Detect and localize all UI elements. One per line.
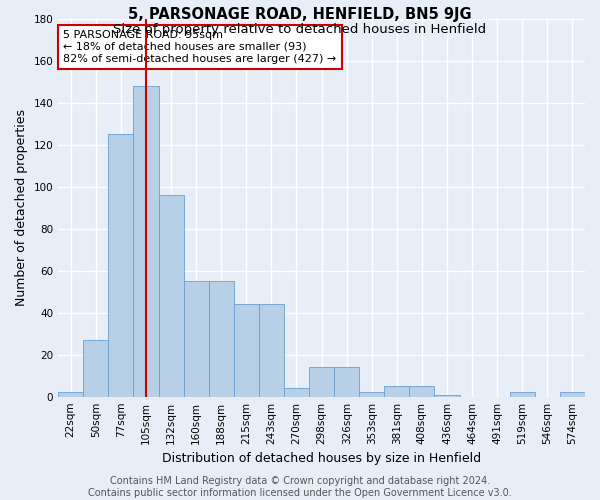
Bar xyxy=(158,196,184,396)
Bar xyxy=(334,368,359,396)
X-axis label: Distribution of detached houses by size in Henfield: Distribution of detached houses by size … xyxy=(162,452,481,465)
Bar xyxy=(409,386,434,396)
Bar xyxy=(259,304,284,396)
Bar xyxy=(83,340,109,396)
Bar xyxy=(434,394,460,396)
Text: Contains HM Land Registry data © Crown copyright and database right 2024.
Contai: Contains HM Land Registry data © Crown c… xyxy=(88,476,512,498)
Text: 5, PARSONAGE ROAD, HENFIELD, BN5 9JG: 5, PARSONAGE ROAD, HENFIELD, BN5 9JG xyxy=(128,8,472,22)
Bar xyxy=(385,386,409,396)
Bar xyxy=(184,282,209,397)
Text: Size of property relative to detached houses in Henfield: Size of property relative to detached ho… xyxy=(113,22,487,36)
Y-axis label: Number of detached properties: Number of detached properties xyxy=(15,110,28,306)
Bar xyxy=(209,282,234,397)
Bar xyxy=(359,392,385,396)
Bar xyxy=(284,388,309,396)
Bar xyxy=(58,392,83,396)
Bar xyxy=(133,86,158,396)
Bar xyxy=(510,392,535,396)
Bar xyxy=(309,368,334,396)
Bar xyxy=(234,304,259,396)
Bar xyxy=(109,134,133,396)
Text: 5 PARSONAGE ROAD: 95sqm
← 18% of detached houses are smaller (93)
82% of semi-de: 5 PARSONAGE ROAD: 95sqm ← 18% of detache… xyxy=(64,30,337,64)
Bar xyxy=(560,392,585,396)
